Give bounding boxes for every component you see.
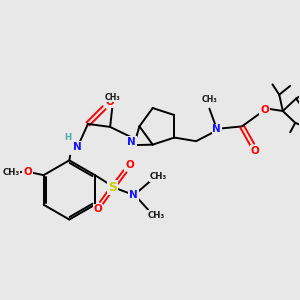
Text: N: N xyxy=(73,142,81,152)
Text: N: N xyxy=(127,137,136,147)
Text: CH₃: CH₃ xyxy=(2,168,20,177)
Text: O: O xyxy=(125,160,134,170)
Text: CH₃: CH₃ xyxy=(149,172,167,181)
Text: O: O xyxy=(94,205,102,214)
Text: S: S xyxy=(108,181,117,194)
Text: O: O xyxy=(251,146,260,156)
Text: CH₃: CH₃ xyxy=(202,95,217,104)
Text: CH₃: CH₃ xyxy=(105,93,120,102)
Text: N: N xyxy=(212,124,221,134)
Text: O: O xyxy=(23,167,32,177)
Text: O: O xyxy=(105,98,114,107)
Text: O: O xyxy=(260,104,269,115)
Text: CH₃: CH₃ xyxy=(148,211,165,220)
Text: H: H xyxy=(64,134,72,142)
Text: N: N xyxy=(129,190,138,200)
